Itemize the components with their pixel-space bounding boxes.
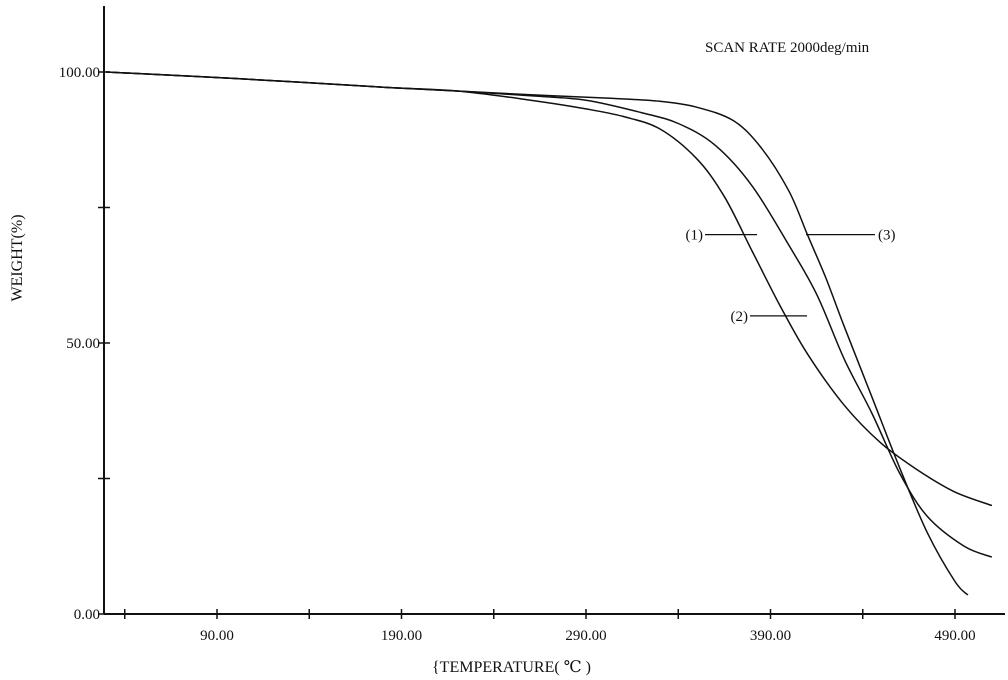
x-tick-label: 90.00 [200, 628, 234, 644]
axes [103, 6, 1005, 615]
series-label-1: (1) [686, 228, 704, 244]
y-tick-label: 100.00 [59, 65, 100, 81]
y-axis-title: WEIGHT(%) [9, 214, 26, 301]
x-tick-label: 490.00 [934, 628, 975, 644]
series-labels: (1) (2) (3) [686, 228, 896, 325]
series-label-2: (2) [731, 309, 749, 325]
ticks: 90.00 190.00 290.00 390.00 490.00 0.00 50.00 10… [59, 65, 976, 644]
y-tick-label: 0.00 [74, 607, 100, 623]
x-axis-title: {TEMPERATURE( ℃ ) [432, 659, 591, 676]
series-line-1 [106, 71, 993, 507]
scan-rate-annotation: SCAN RATE 2000deg/min [705, 40, 870, 56]
y-tick-label: 50.00 [66, 336, 100, 352]
x-tick-label: 290.00 [565, 628, 606, 644]
series-label-3: (3) [878, 228, 896, 244]
series-layer [106, 71, 993, 596]
x-tick-label: 390.00 [750, 628, 791, 644]
series-line-2 [106, 71, 993, 558]
series-line-3 [106, 71, 969, 596]
x-tick-label: 190.00 [381, 628, 422, 644]
